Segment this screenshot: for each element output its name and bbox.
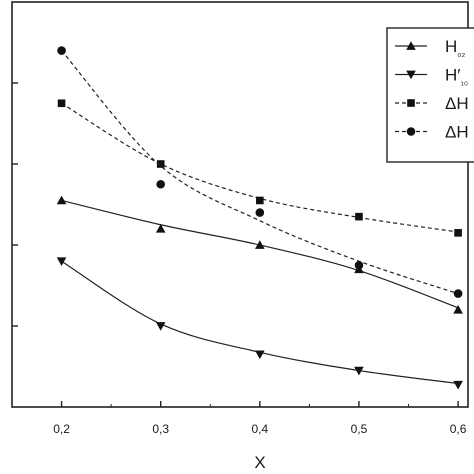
series-line	[61, 102, 459, 233]
x-tick-label: 0,6	[450, 422, 467, 436]
marker-triangle-up	[453, 305, 463, 314]
marker-square	[454, 229, 462, 237]
x-axis-label: X	[254, 453, 265, 472]
marker-circle	[255, 208, 265, 217]
marker-square	[156, 160, 165, 168]
marker-square	[57, 99, 66, 108]
x-tick-label: 0,3	[152, 422, 169, 436]
marker-triangle-down	[56, 257, 67, 266]
marker-triangle-up	[255, 240, 265, 249]
marker-circle	[156, 179, 165, 189]
legend-label: ΔH	[445, 94, 469, 113]
series-line	[61, 260, 459, 385]
marker-triangle-up	[406, 41, 416, 50]
legend-label: H₀₂	[445, 37, 465, 59]
legend-label: H′₁₀	[445, 66, 468, 88]
marker-circle	[57, 46, 66, 55]
marker-circle	[453, 289, 463, 298]
x-tick-label: 0,2	[53, 422, 70, 436]
marker-triangle-down	[453, 380, 463, 390]
marker-square	[407, 99, 415, 107]
marker-triangle-down	[354, 366, 364, 376]
marker-triangle-up	[155, 224, 166, 233]
marker-triangle-down	[406, 70, 416, 80]
series-3	[57, 99, 462, 237]
marker-circle	[406, 127, 416, 136]
marker-square	[355, 212, 363, 221]
marker-triangle-down	[255, 350, 265, 360]
marker-triangle-up	[56, 195, 67, 205]
axes: 0,2 0,3 0,4 0,5 0,6	[11, 1, 469, 436]
x-tick-label: 0,4	[251, 422, 268, 436]
legend-box	[386, 27, 474, 163]
series-4	[57, 46, 463, 298]
x-tick-label: 0,5	[351, 422, 368, 436]
legend: H₀₂ H′₁₀ ΔH ΔH	[386, 27, 474, 163]
plot-frame	[11, 1, 469, 408]
marker-square	[256, 196, 264, 205]
series-layer	[56, 46, 463, 390]
series-2	[56, 257, 463, 390]
marker-triangle-down	[155, 322, 166, 331]
legend-label: ΔH	[445, 123, 469, 142]
marker-circle	[354, 260, 364, 270]
